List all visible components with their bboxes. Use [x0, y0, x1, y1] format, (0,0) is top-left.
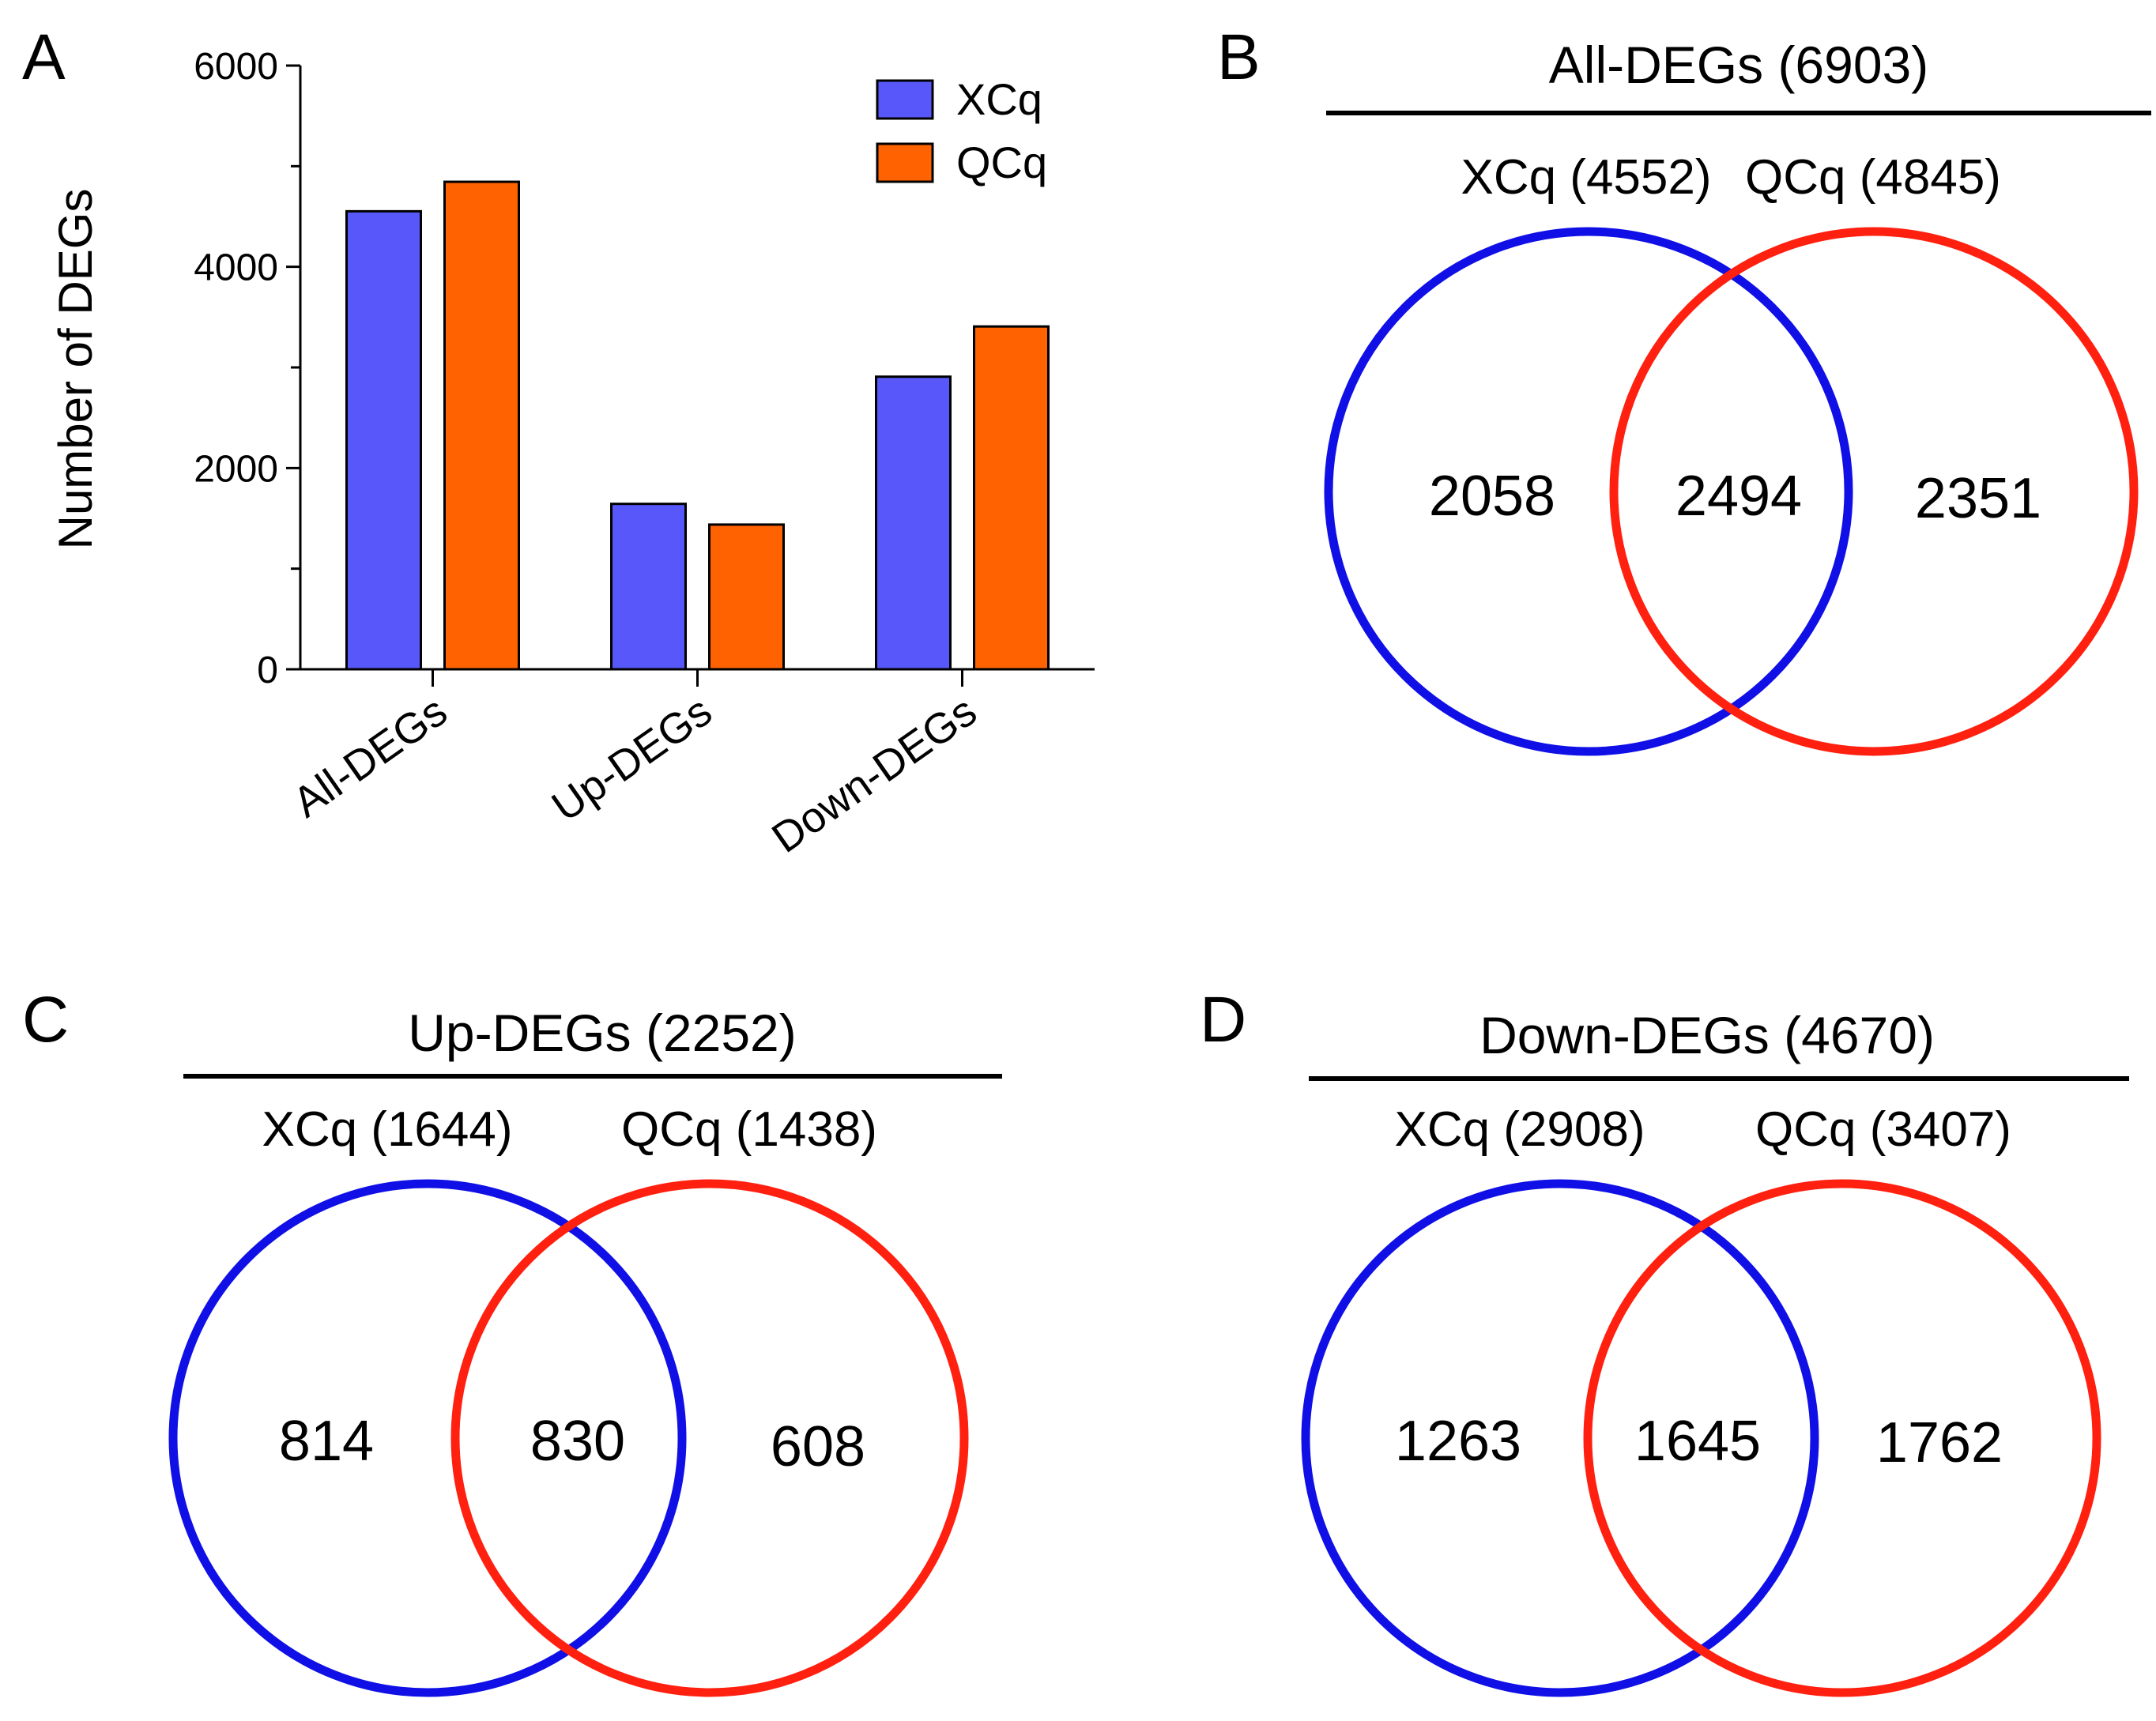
region-count-xcq-only: 1263 — [1395, 1410, 1521, 1473]
panel-letter-b: B — [1217, 21, 1261, 93]
panel-b-venn: B All-DEGs (6903) XCq (4552) QCq (4845) … — [1217, 21, 2151, 756]
region-count-xcq-only: 814 — [279, 1410, 374, 1473]
region-count-qcq-only: 608 — [771, 1415, 865, 1478]
panel-letter-c: C — [22, 984, 69, 1056]
region-count-overlap: 830 — [530, 1410, 625, 1473]
bar-qcq-down-degs — [973, 325, 1050, 671]
bar-qcq-up-degs — [708, 523, 785, 671]
venn-circle-xcq — [1324, 227, 1853, 756]
venn-title: All-DEGs (6903) — [1549, 36, 1928, 94]
set-label-qcq: QCq (4845) — [1745, 150, 2001, 205]
panel-a-bar-chart: A 0 2000 4000 6000 All-DEGs Up-DEGs Down-DEGs… — [22, 21, 1095, 862]
panel-letter-d: D — [1200, 984, 1246, 1056]
legend-label-xcq: XCq — [956, 74, 1042, 124]
x-axis-ticks: All-DEGs Up-DEGs Down-DEGs — [285, 669, 985, 862]
set-label-qcq: QCq (3407) — [1755, 1102, 2011, 1157]
venn-circle-qcq — [1583, 1179, 2101, 1697]
panel-c-venn: C Up-DEGs (2252) XCq (1644) QCq (1438) 8… — [22, 984, 1002, 1697]
region-count-overlap: 1645 — [1634, 1410, 1761, 1473]
region-count-qcq-only: 2351 — [1915, 467, 2041, 530]
x-tick-label: All-DEGs — [285, 687, 455, 827]
venn-circle-qcq — [1609, 227, 2139, 756]
panel-d-venn: D Down-DEGs (4670) XCq (2908) QCq (3407)… — [1200, 984, 2129, 1697]
y-tick-label: 4000 — [194, 247, 278, 289]
region-count-qcq-only: 1762 — [1876, 1411, 2003, 1474]
venn-circle-qcq — [450, 1179, 969, 1697]
legend-swatch-qcq — [876, 142, 934, 183]
x-tick-label: Up-DEGs — [544, 687, 721, 831]
venn-title: Up-DEGs (2252) — [408, 1004, 797, 1062]
bar-xcq-up-degs — [610, 503, 687, 671]
bar-xcq-all-degs — [345, 209, 422, 671]
set-label-xcq: XCq (2908) — [1394, 1102, 1645, 1157]
set-label-xcq: XCq (4552) — [1461, 150, 1711, 205]
region-count-xcq-only: 2058 — [1429, 465, 1555, 528]
bar-xcq-down-degs — [875, 375, 952, 671]
venn-title: Down-DEGs (4670) — [1479, 1006, 1935, 1064]
y-tick-label: 2000 — [194, 448, 278, 490]
legend: XCq QCq — [876, 74, 1047, 187]
legend-label-qcq: QCq — [956, 137, 1047, 187]
bar-group — [345, 180, 1050, 671]
set-label-qcq: QCq (1438) — [621, 1102, 877, 1157]
x-tick-label: Down-DEGs — [763, 687, 985, 862]
y-axis-title: Number of DEGs — [49, 189, 102, 550]
y-tick-label: 6000 — [194, 46, 278, 88]
panel-letter-a: A — [22, 21, 66, 93]
legend-swatch-xcq — [876, 79, 934, 120]
y-axis-ticks: 0 2000 4000 6000 — [194, 46, 300, 691]
bar-qcq-all-degs — [443, 180, 520, 671]
region-count-overlap: 2494 — [1675, 465, 1802, 528]
venn-circle-xcq — [1301, 1179, 1819, 1697]
venn-circle-xcq — [168, 1179, 687, 1697]
y-tick-label: 0 — [257, 650, 278, 691]
set-label-xcq: XCq (1644) — [262, 1102, 512, 1157]
